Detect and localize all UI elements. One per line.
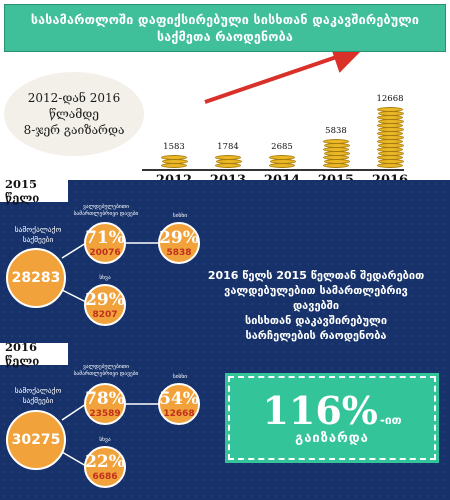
coin bbox=[161, 155, 187, 160]
increase-row: 116% -ით bbox=[262, 387, 402, 433]
coin bbox=[323, 139, 349, 144]
coin bbox=[215, 155, 241, 160]
total-label-2015: სამოქალაქო საქმეები bbox=[10, 225, 66, 245]
total-count-2015: 28283 bbox=[11, 269, 61, 286]
total-label-2016-line1: სამოქალაქო bbox=[14, 386, 62, 395]
blood-count-2015: 5838 bbox=[166, 247, 192, 258]
blood-bubble-2015: 29% 5838 bbox=[158, 222, 200, 264]
growth-arrow-icon bbox=[204, 52, 365, 104]
blood-label-2015: სისხი bbox=[172, 213, 188, 219]
other-label-2015: სხვა bbox=[99, 275, 111, 281]
coin bbox=[377, 107, 403, 112]
total-bubble-2015: 28283 bbox=[6, 248, 66, 308]
total-label-2016-line2: საქმეები bbox=[22, 396, 54, 405]
other-label-2016: სხვა bbox=[99, 437, 111, 443]
obligations-label-2015: ვალდებულებითი სამართლებრივი დავები bbox=[60, 204, 152, 218]
comparison-line-5: სარჩელების რაოდენობა bbox=[245, 329, 387, 342]
total-count-2016: 30275 bbox=[11, 431, 61, 448]
title-line-1: სასამართლოში დაფიქსირებული სისხთან დაკავ… bbox=[30, 12, 420, 27]
value-label-2016: 12668 bbox=[376, 94, 404, 104]
other-bubble-2016: 22% 6686 bbox=[84, 446, 126, 488]
other-pct-2015: 29% bbox=[85, 289, 125, 310]
other-count-2015: 8207 bbox=[92, 309, 118, 320]
value-label-2013: 1784 bbox=[217, 142, 239, 152]
comparison-line-4: სისხთან დაკავშირებული bbox=[244, 314, 388, 327]
growth-line-1: 2012-დან 2016 წლამდე bbox=[27, 91, 121, 121]
blood-count-2016: 12668 bbox=[163, 408, 195, 419]
obligations-label-2016: ვალდებულებითი სამართლებრივი დავები bbox=[60, 364, 152, 378]
value-label-2014: 2685 bbox=[271, 142, 293, 152]
value-label-2015: 5838 bbox=[325, 126, 347, 136]
obligations-pct-2015: 71% bbox=[85, 227, 125, 248]
obligations-bubble-2016: 78% 23589 bbox=[84, 383, 126, 425]
total-label-2016: სამოქალაქო საქმეები bbox=[10, 386, 66, 406]
increase-pct: 116% bbox=[262, 387, 378, 433]
blood-pct-2016: 54% bbox=[159, 388, 199, 409]
coin bbox=[269, 155, 295, 160]
comparison-line-2: ვალდებულებით სამართლებრივ bbox=[224, 284, 408, 297]
increase-word: გაიზარდა bbox=[295, 430, 369, 446]
page-title: სასამართლოში დაფიქსირებული სისხთან დაკავ… bbox=[21, 11, 429, 45]
value-label-2012: 1583 bbox=[163, 142, 185, 152]
comparison-line-3: დავებში bbox=[292, 299, 340, 312]
obligations-label-2016-line1: ვალდებულებითი bbox=[82, 364, 130, 370]
comparison-line-1: 2016 წელს 2015 წელთან შედარებით bbox=[207, 269, 425, 282]
growth-callout: 2012-დან 2016 წლამდე 8-ჯერ გაიზარდა bbox=[4, 72, 144, 156]
obligations-count-2016: 23589 bbox=[89, 408, 121, 419]
obligations-label-2016-line2: სამართლებრივი დავები bbox=[73, 371, 139, 377]
chart-baseline bbox=[142, 169, 404, 171]
year-tag-2016: 2016 წელი bbox=[0, 340, 68, 368]
obligations-count-2015: 20076 bbox=[89, 247, 121, 258]
obligations-label-2015-line1: ვალდებულებითი bbox=[82, 204, 130, 210]
title-line-2: საქმეთა რაოდენობა bbox=[156, 29, 294, 44]
total-bubble-2016: 30275 bbox=[6, 410, 66, 470]
total-label-2015-line2: საქმეები bbox=[22, 235, 54, 244]
total-label-2015-line1: სამოქალაქო bbox=[14, 225, 62, 234]
year-tag-2015: 2015 წელი bbox=[0, 177, 68, 205]
obligations-pct-2016: 78% bbox=[85, 388, 125, 409]
blood-bubble-2016: 54% 12668 bbox=[158, 383, 200, 425]
blood-pct-2015: 29% bbox=[159, 227, 199, 248]
comparison-text: 2016 წელს 2015 წელთან შედარებით ვალდებულ… bbox=[186, 268, 446, 343]
other-bubble-2015: 29% 8207 bbox=[84, 284, 126, 326]
other-pct-2016: 22% bbox=[85, 451, 125, 472]
increase-suffix: -ით bbox=[379, 412, 402, 427]
obligations-bubble-2015: 71% 20076 bbox=[84, 222, 126, 264]
increase-highlight-card: 116% -ით გაიზარდა bbox=[225, 373, 439, 463]
blood-label-2016: სისხი bbox=[172, 374, 188, 380]
other-count-2016: 6686 bbox=[92, 471, 118, 482]
coin-chart-section: 2012-დან 2016 წლამდე 8-ჯერ გაიზარდა 1583… bbox=[0, 52, 450, 188]
obligations-label-2015-line2: სამართლებრივი დავები bbox=[73, 211, 139, 217]
growth-line-2: 8-ჯერ გაიზარდა bbox=[23, 123, 125, 137]
title-banner: სასამართლოში დაფიქსირებული სისხთან დაკავ… bbox=[4, 4, 446, 52]
